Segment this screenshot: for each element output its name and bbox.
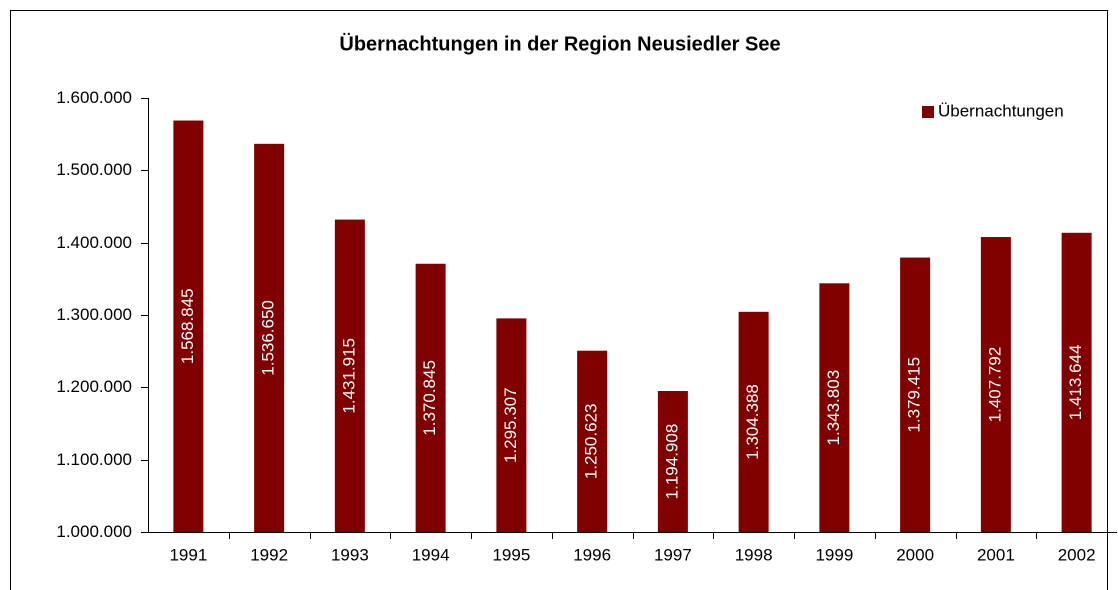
bar	[577, 350, 608, 532]
bar	[334, 219, 365, 532]
bar	[980, 237, 1011, 532]
y-tick-label: 1.600.000	[56, 88, 132, 107]
x-tick-label: 2001	[977, 545, 1015, 564]
bar	[657, 391, 688, 532]
chart-title: Übernachtungen in der Region Neusiedler …	[339, 32, 780, 55]
chart-border	[10, 10, 1108, 590]
bar	[496, 318, 527, 532]
bar	[254, 143, 285, 532]
y-tick-label: 1.100.000	[56, 450, 132, 469]
value-label: 1.343.803	[824, 370, 843, 446]
legend-label: Übernachtungen	[938, 101, 1064, 120]
bar	[173, 120, 204, 532]
value-label: 1.194.908	[662, 424, 681, 500]
bar	[819, 283, 850, 532]
value-label: 1.407.792	[985, 347, 1004, 423]
y-tick-label: 1.500.000	[56, 160, 132, 179]
bar	[1061, 232, 1092, 533]
value-label: 1.379.415	[905, 357, 924, 433]
value-label: 1.295.307	[501, 387, 520, 463]
bar	[738, 311, 769, 532]
value-label: 1.304.388	[743, 384, 762, 460]
x-tick-label: 1996	[573, 545, 611, 564]
bar	[415, 263, 446, 532]
x-tick-label: 1994	[412, 545, 450, 564]
x-tick-label: 1991	[169, 545, 207, 564]
value-label: 1.413.644	[1066, 345, 1085, 421]
x-tick-label: 1999	[815, 545, 853, 564]
x-tick-label: 1993	[331, 545, 369, 564]
x-tick-label: 1997	[654, 545, 692, 564]
y-tick-label: 1.200.000	[56, 377, 132, 396]
value-label: 1.536.650	[259, 300, 278, 376]
legend-swatch	[922, 106, 934, 118]
value-label: 1.370.845	[420, 360, 439, 436]
x-tick-label: 1995	[492, 545, 530, 564]
x-tick-label: 2002	[1058, 545, 1096, 564]
value-label: 1.250.623	[582, 404, 601, 480]
x-tick-label: 2000	[896, 545, 934, 564]
x-tick-label: 1992	[250, 545, 288, 564]
y-tick-label: 1.400.000	[56, 233, 132, 252]
value-label: 1.568.845	[178, 288, 197, 364]
bar	[900, 257, 931, 532]
y-tick-label: 1.300.000	[56, 305, 132, 324]
value-label: 1.431.915	[339, 338, 358, 414]
y-tick-label: 1.000.000	[56, 522, 132, 541]
x-tick-label: 1998	[735, 545, 773, 564]
